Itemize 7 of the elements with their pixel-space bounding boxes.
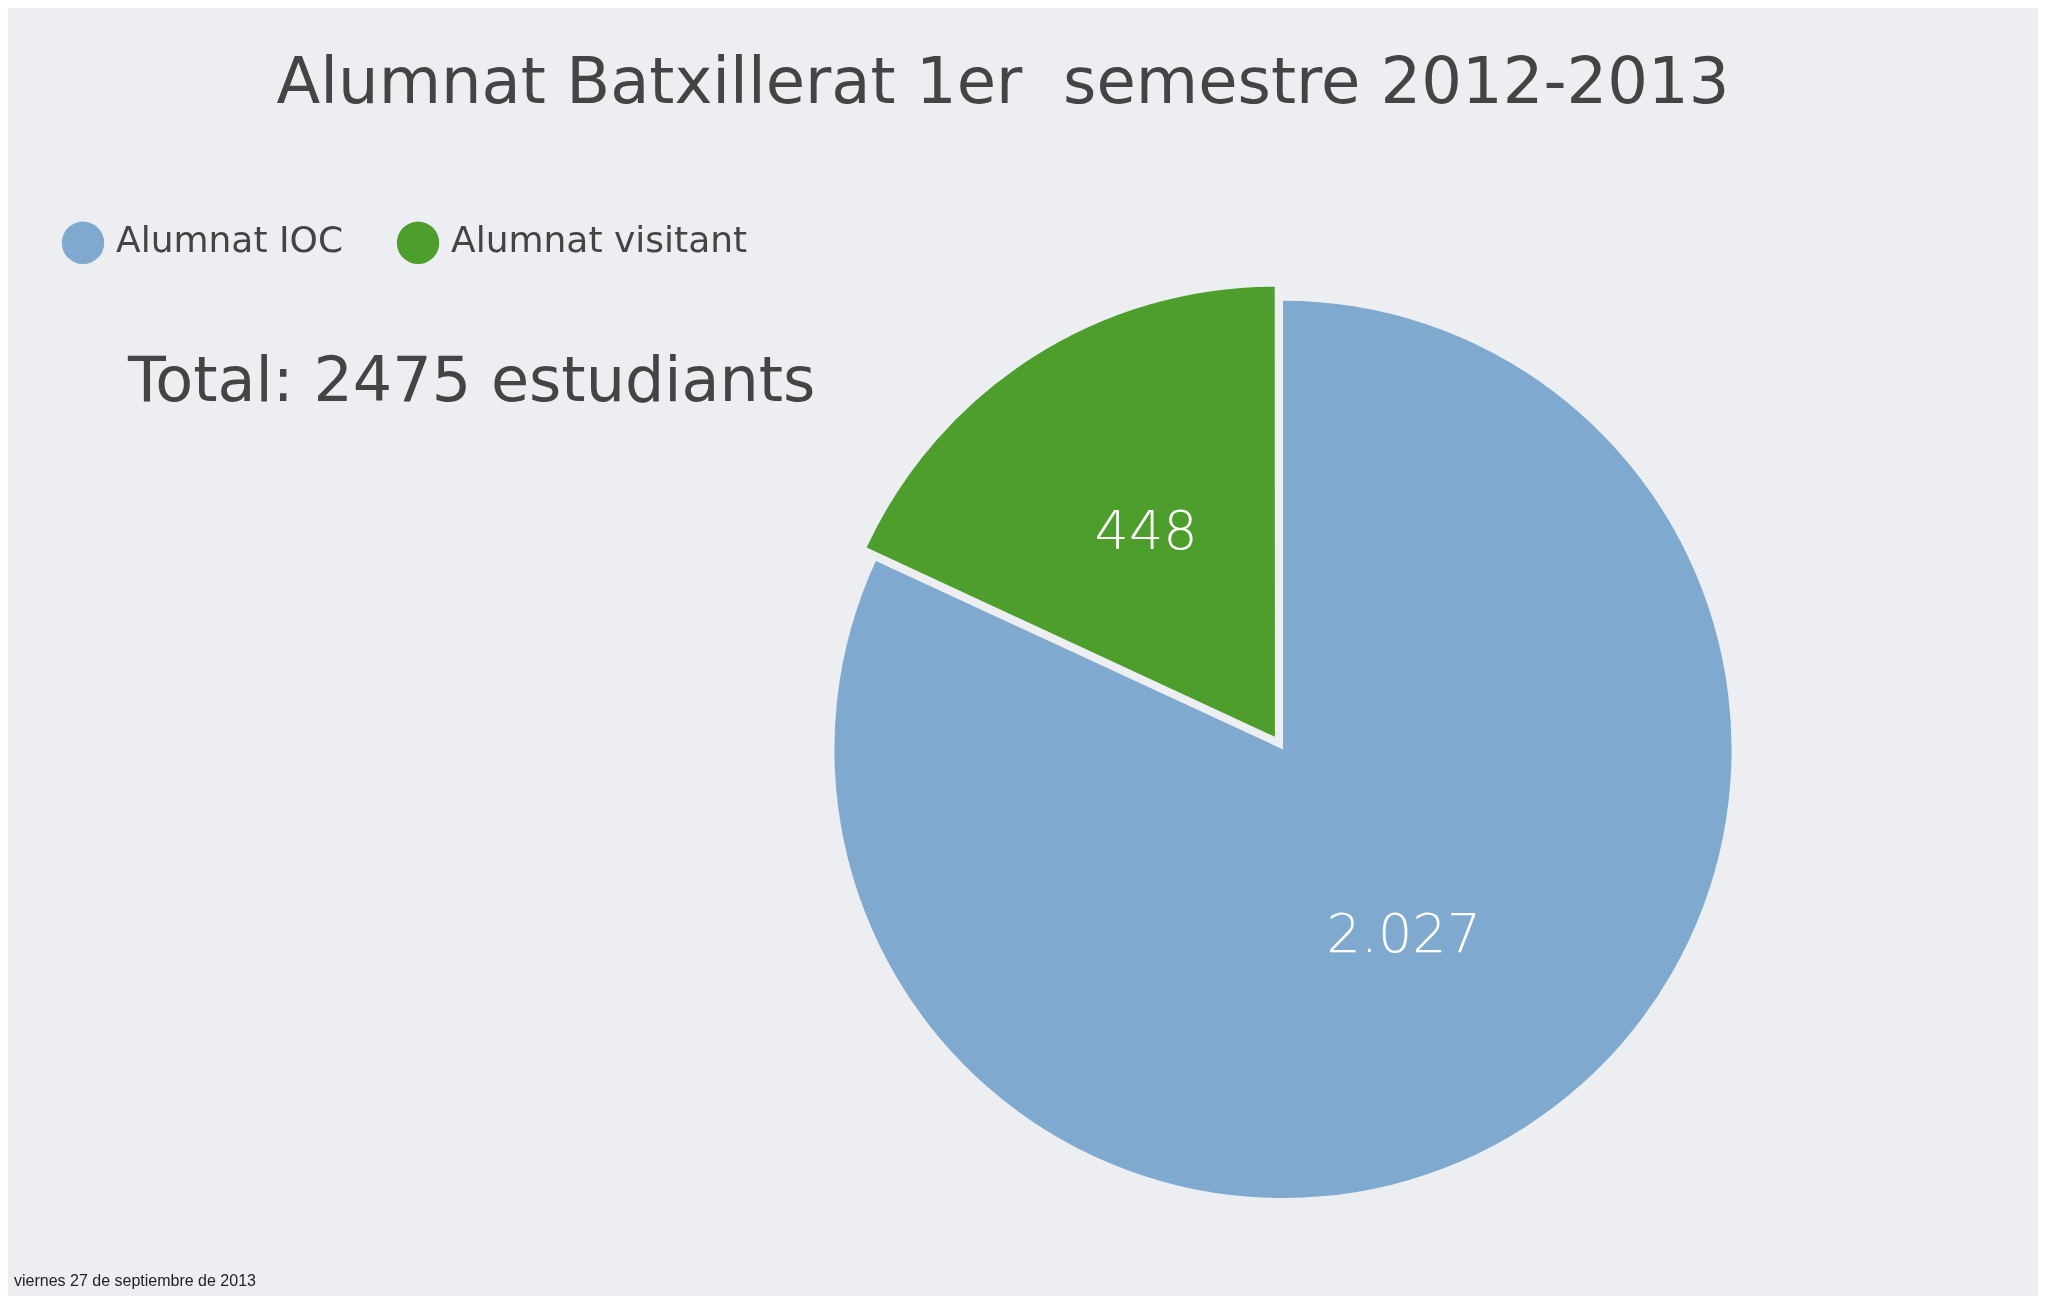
legend-label: Alumnat IOC <box>116 219 344 261</box>
text: Total: 2475 estudiants <box>128 343 816 416</box>
data-label: 448 <box>1094 499 1198 563</box>
legend-label: Alumnat visitant <box>451 219 748 261</box>
chart-title: Alumnat Batxillerat 1er semestre 2012-2013 <box>276 44 1730 119</box>
data-label: 2.027 <box>1326 902 1482 966</box>
text: viernes 27 de septiembre de 2013 <box>14 1272 256 1290</box>
